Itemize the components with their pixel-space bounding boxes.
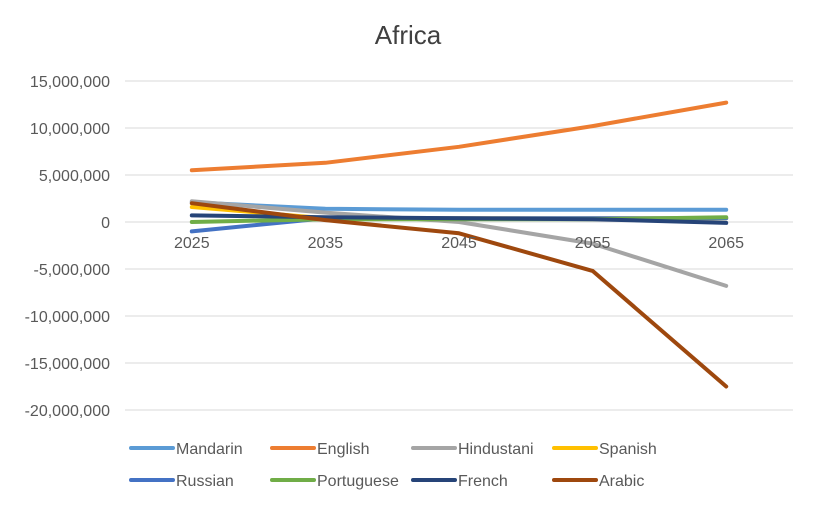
series-line-english bbox=[189, 100, 729, 173]
legend-label: Mandarin bbox=[176, 441, 243, 458]
legend-label: Portuguese bbox=[317, 473, 399, 490]
legend-item-french: French bbox=[411, 473, 508, 490]
y-tick-label: -5,000,000 bbox=[33, 262, 110, 279]
x-tick-label: 2045 bbox=[441, 235, 477, 252]
x-tick-label: 2055 bbox=[575, 235, 611, 252]
legend-item-spanish: Spanish bbox=[552, 441, 657, 458]
y-tick-label: -15,000,000 bbox=[25, 356, 111, 373]
y-tick-label: -20,000,000 bbox=[25, 403, 111, 420]
legend-item-russian: Russian bbox=[129, 473, 234, 490]
y-tick-label: 15,000,000 bbox=[30, 74, 110, 91]
y-tick-label: 0 bbox=[101, 215, 110, 232]
series-line-hindustani bbox=[189, 199, 729, 288]
legend-label: French bbox=[458, 473, 508, 490]
legend-item-hindustani: Hindustani bbox=[411, 441, 534, 458]
legend-label: Spanish bbox=[599, 441, 657, 458]
x-tick-label: 2025 bbox=[174, 235, 210, 252]
legend-label: Russian bbox=[176, 473, 234, 490]
series-line-french bbox=[189, 213, 729, 225]
legend-label: English bbox=[317, 441, 369, 458]
legend-label: Arabic bbox=[599, 473, 644, 490]
y-tick-label: 5,000,000 bbox=[39, 168, 110, 185]
y-tick-label: 10,000,000 bbox=[30, 121, 110, 138]
legend-item-mandarin: Mandarin bbox=[129, 441, 243, 458]
series-line-mandarin bbox=[189, 200, 729, 212]
y-tick-label: -10,000,000 bbox=[25, 309, 111, 326]
chart-title: Africa bbox=[375, 20, 442, 50]
legend-item-english: English bbox=[270, 441, 369, 458]
legend-item-arabic: Arabic bbox=[552, 473, 644, 490]
x-tick-label: 2065 bbox=[708, 235, 744, 252]
x-tick-label: 2035 bbox=[308, 235, 344, 252]
series-line-arabic bbox=[189, 201, 729, 389]
legend-label: Hindustani bbox=[458, 441, 534, 458]
legend-item-portuguese: Portuguese bbox=[270, 473, 399, 490]
